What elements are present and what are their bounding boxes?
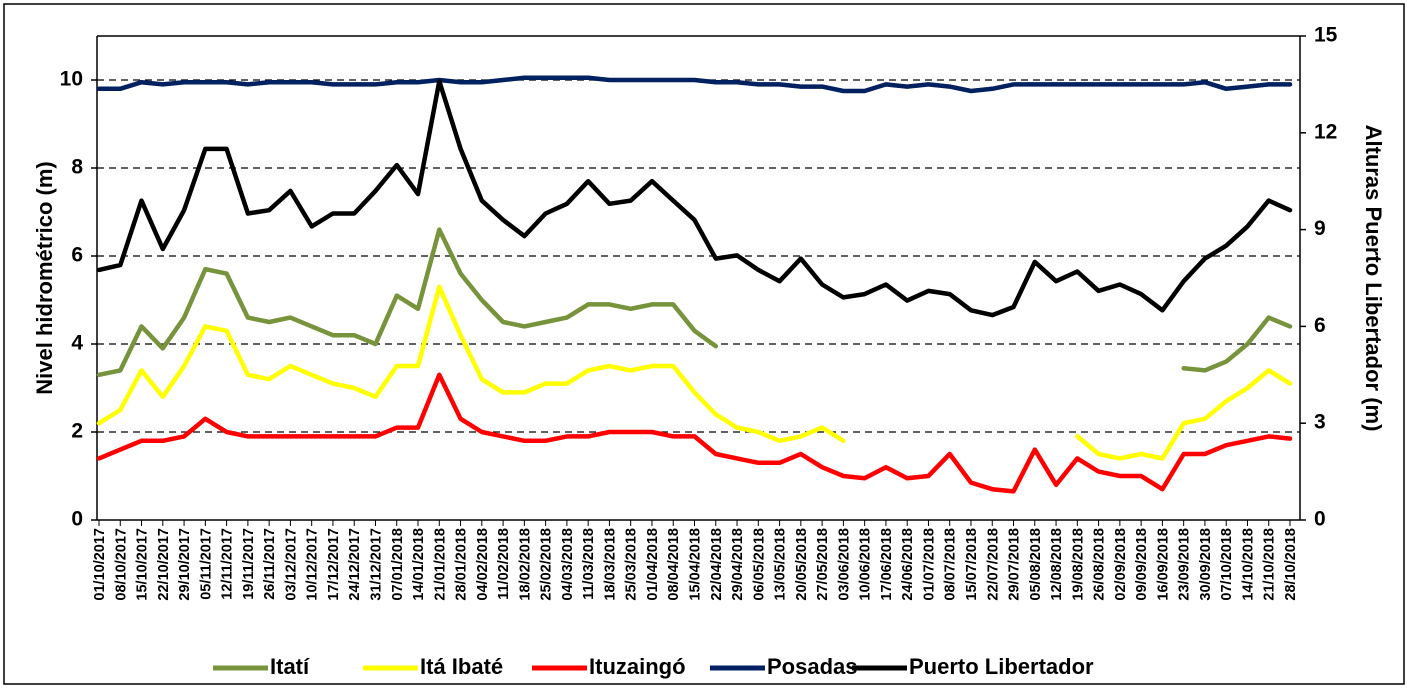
- x-tick-label: 17/12/2017: [326, 528, 342, 601]
- x-tick-label: 15/07/2018: [964, 528, 980, 601]
- x-tick-label: 24/06/2018: [900, 528, 916, 601]
- x-tick-label: 01/04/2018: [645, 528, 661, 601]
- x-tick-label: 30/09/2018: [1198, 528, 1214, 601]
- x-tick-label: 11/03/2018: [581, 528, 597, 600]
- y2-tick-label: 9: [1314, 217, 1326, 240]
- x-tick-label: 02/09/2018: [1113, 528, 1129, 601]
- y2-tick-label: 3: [1314, 411, 1326, 434]
- x-tick-label: 09/09/2018: [1134, 528, 1150, 601]
- x-tick-label: 29/07/2018: [1007, 528, 1023, 601]
- y-tick-label: 10: [60, 68, 83, 91]
- y2-tick-label: 6: [1314, 314, 1326, 337]
- x-tick-label: 21/01/2018: [432, 528, 448, 601]
- x-tick-label: 05/11/2017: [198, 528, 214, 600]
- x-tick-label: 24/12/2017: [347, 528, 363, 601]
- series-line: [96, 75, 1293, 94]
- legend-label: Puerto Libertador: [909, 654, 1094, 679]
- x-tick-label: 28/01/2018: [454, 528, 470, 601]
- x-tick-label: 25/02/2018: [539, 528, 555, 601]
- legend-label: Posadas: [767, 654, 858, 679]
- x-tick-label: 22/07/2018: [985, 528, 1001, 601]
- x-tick-label: 10/12/2017: [305, 528, 321, 601]
- x-tick-label: 16/09/2018: [1155, 528, 1171, 601]
- y-tick-label: 6: [71, 244, 83, 267]
- series-line: [96, 372, 1293, 494]
- legend-label: Ituzaingó: [589, 654, 686, 679]
- x-tick-label: 22/04/2018: [709, 528, 725, 601]
- x-tick-label: 18/02/2018: [517, 528, 533, 601]
- x-tick-label: 07/10/2018: [1219, 528, 1235, 601]
- y-tick-label: 8: [71, 156, 83, 179]
- y-tick-label: 0: [71, 508, 83, 531]
- x-tick-label: 23/09/2018: [1177, 528, 1193, 601]
- x-tick-label: 06/05/2018: [751, 528, 767, 601]
- x-tick-label: 26/08/2018: [1092, 528, 1108, 601]
- x-tick-label: 20/05/2018: [794, 528, 810, 601]
- x-tick-label: 11/02/2018: [496, 528, 512, 600]
- x-tick-label: 17/06/2018: [879, 528, 895, 601]
- x-tick-label: 28/10/2018: [1283, 528, 1299, 601]
- x-tick-label: 19/11/2017: [241, 528, 257, 600]
- x-tick-label: 08/10/2017: [113, 528, 129, 601]
- x-tick-label: 26/11/2017: [262, 528, 278, 600]
- x-tick-label: 04/03/2018: [560, 528, 576, 601]
- y2-axis-label: Alturas Puerto Libertador (m): [1361, 125, 1386, 432]
- x-tick-label: 27/05/2018: [815, 528, 831, 601]
- x-tick-label: 03/12/2017: [283, 528, 299, 601]
- series-line: [96, 284, 1293, 461]
- x-tick-label: 14/01/2018: [411, 528, 427, 601]
- x-tick-label: 05/08/2018: [1028, 528, 1044, 601]
- frame: [3, 3, 1405, 685]
- x-tick-label: 13/05/2018: [773, 528, 789, 601]
- x-tick-label: 01/10/2017: [92, 528, 108, 601]
- x-tick-label: 14/10/2018: [1240, 528, 1256, 601]
- x-tick-label: 19/08/2018: [1070, 528, 1086, 601]
- x-tick-label: 15/04/2018: [688, 528, 704, 601]
- x-tick-label: 29/04/2018: [730, 528, 746, 601]
- x-tick-label: 04/02/2018: [475, 528, 491, 601]
- legend-label: Itá Ibaté: [420, 654, 503, 679]
- series-line: [96, 227, 1293, 378]
- x-tick-label: 08/07/2018: [943, 528, 959, 601]
- x-tick-label: 31/12/2017: [368, 528, 384, 601]
- x-tick-label: 03/06/2018: [836, 528, 852, 601]
- y2-tick-label: 0: [1314, 508, 1326, 531]
- x-tick-label: 07/01/2018: [390, 528, 406, 601]
- x-tick-label: 29/10/2017: [177, 528, 193, 601]
- x-tick-label: 15/10/2017: [135, 528, 151, 601]
- y-axis-label: Nivel hidrométrico (m): [32, 161, 57, 394]
- series-line: [96, 78, 1293, 318]
- legend-label: Itatí: [270, 654, 310, 679]
- x-tick-label: 01/07/2018: [921, 528, 937, 601]
- y2-tick-label: 12: [1314, 120, 1337, 143]
- x-tick-label: 22/10/2017: [156, 528, 172, 601]
- x-tick-label: 10/06/2018: [858, 528, 874, 601]
- x-tick-label: 08/04/2018: [666, 528, 682, 601]
- x-tick-label: 25/03/2018: [624, 528, 640, 601]
- y2-tick-label: 15: [1314, 24, 1338, 47]
- y-tick-label: 2: [71, 420, 83, 443]
- y-tick-label: 4: [71, 332, 83, 355]
- x-tick-label: 18/03/2018: [602, 528, 618, 601]
- x-tick-label: 21/10/2018: [1262, 528, 1278, 601]
- x-tick-label: 12/11/2017: [220, 528, 236, 600]
- x-tick-label: 12/08/2018: [1049, 528, 1065, 601]
